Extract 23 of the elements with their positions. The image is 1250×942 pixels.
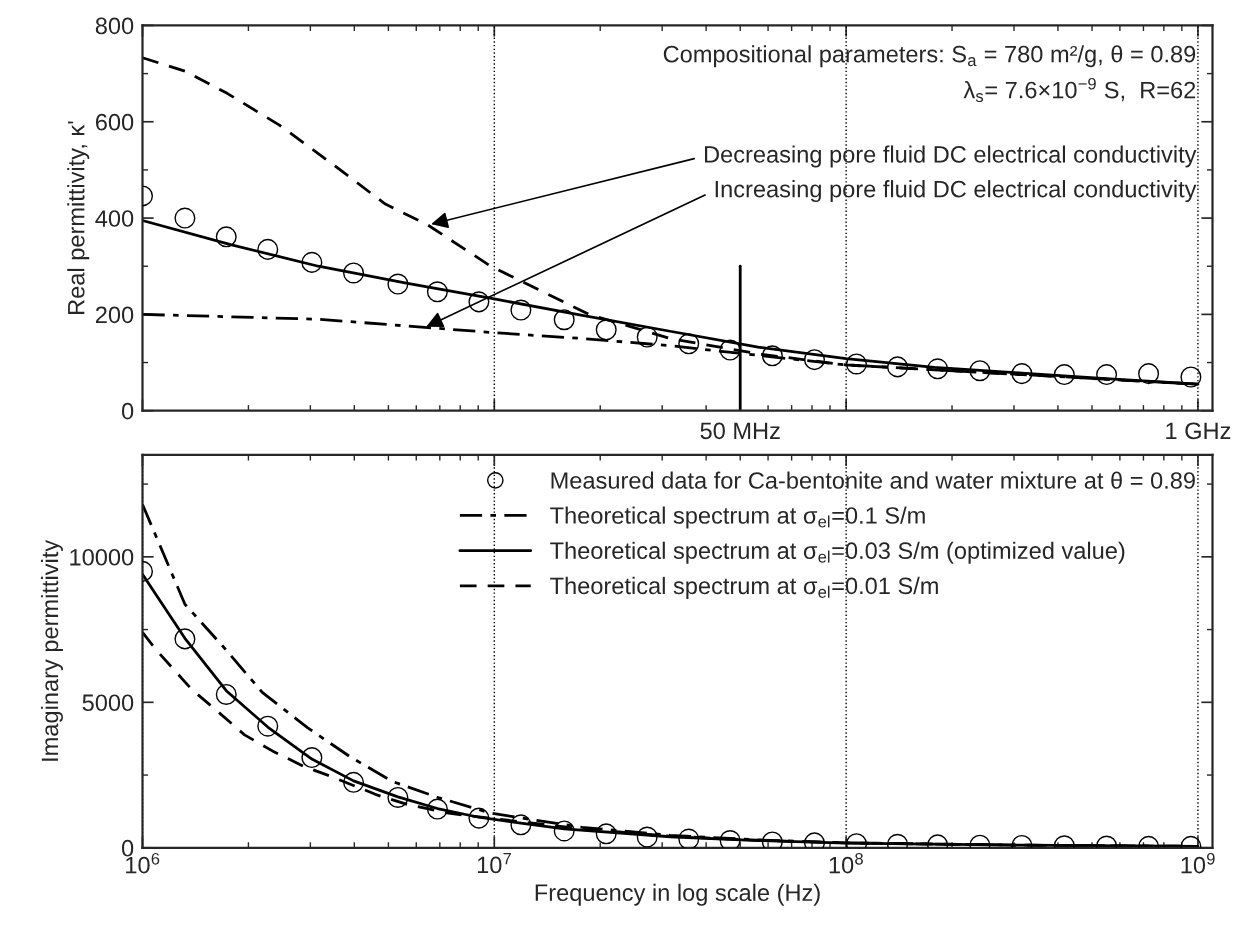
annotation: Increasing pore fluid DC electrical conductivity — [715, 180, 1197, 203]
y-tick-label: 0 — [121, 402, 134, 420]
y-tick-label: 5000 — [82, 694, 134, 712]
y-tick-label: 400 — [95, 210, 134, 227]
x-tick-label: 10$^{7}$ — [477, 852, 511, 874]
annotation: Decreasing pore fluid DC electrical conductivity — [704, 145, 1197, 168]
y-tick-label: 600 — [95, 113, 134, 131]
x-axis-title: Frequency in log scale (Hz) — [535, 883, 820, 906]
y-axis-title: Real permittivity, κ' — [67, 121, 90, 314]
annotation: 1 GHz — [1166, 422, 1231, 440]
x-tick-label: 10$^{8}$ — [829, 852, 863, 874]
y-tick-label: 800 — [95, 17, 134, 35]
annotation: 50 MHz — [700, 422, 780, 440]
y-tick-label: 200 — [95, 306, 134, 324]
annotation: Compositional parameters: S$_{a}$ = 780 m²/g, θ = 0.89 — [663, 45, 1196, 68]
x-tick-label: 10$^{9}$ — [1181, 852, 1215, 874]
legend-label: Theoretical spectrum at σ$_{el}$=0.03 S/m (optimized value) — [550, 541, 1125, 564]
legend-label: Theoretical spectrum at σ$_{el}$=0.1 S/m — [550, 506, 925, 529]
legend-label: Theoretical spectrum at σ$_{el}$=0.01 S/m — [550, 576, 938, 599]
y-tick-label: 10000 — [70, 548, 134, 566]
y-axis-title: Imaginary permittivity — [40, 539, 63, 761]
annotation: λ$_{s}$= 7.6×10$^{−9}$ S, R=62 — [963, 77, 1196, 103]
legend-label: Measured data for Ca-bentonite and water mixture at θ = 0.89 — [551, 471, 1195, 489]
